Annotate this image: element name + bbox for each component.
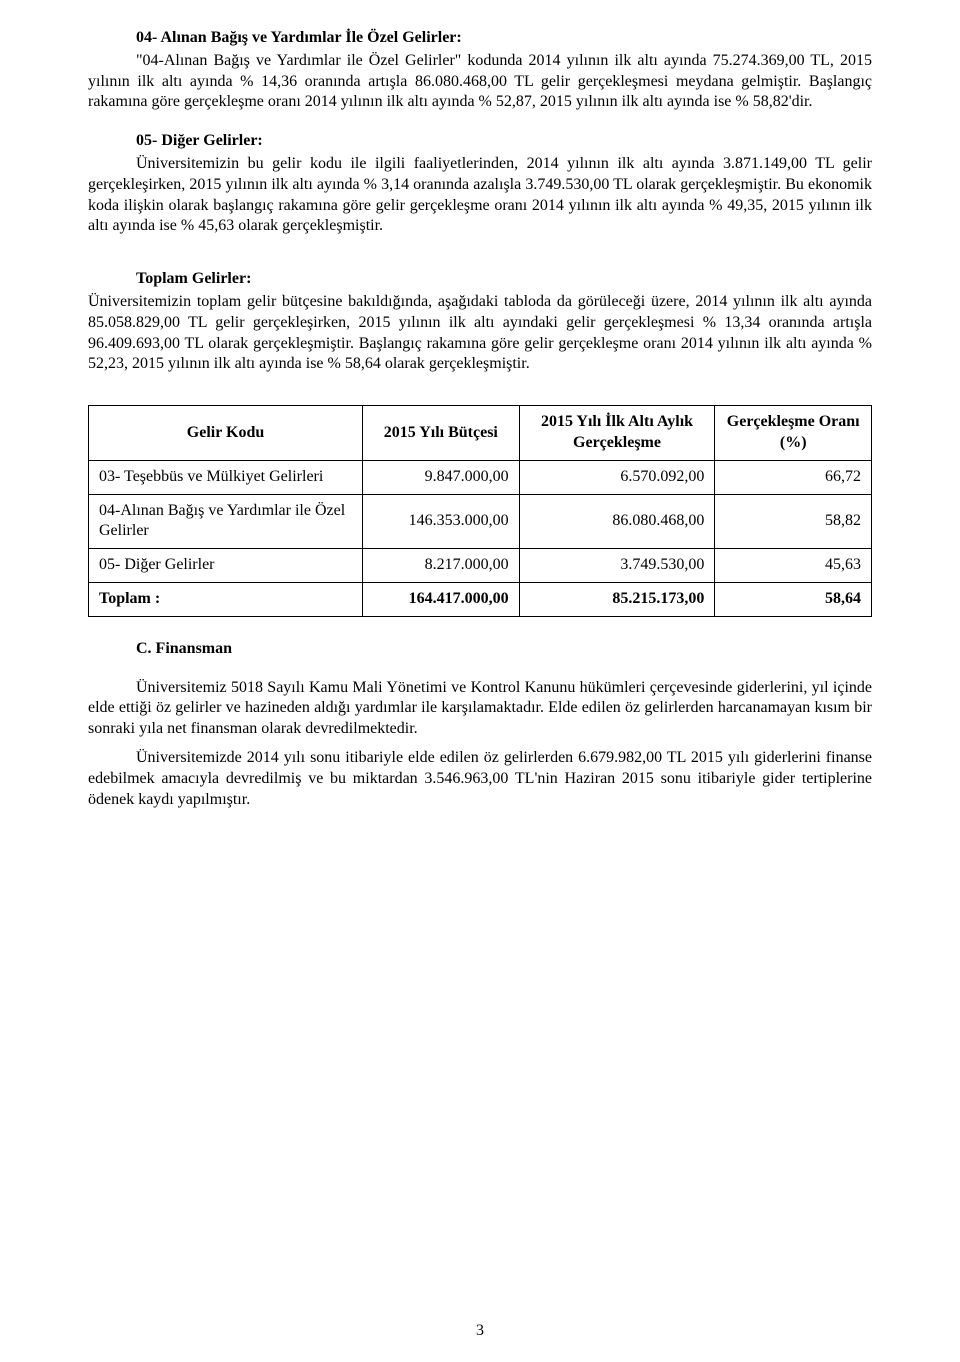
cell-ratio: 58,82 [715, 494, 872, 549]
cell-total-budget: 164.417.000,00 [363, 582, 520, 616]
section-c-paragraph-2: Üniversitemizde 2014 yılı sonu itibariyl… [88, 748, 872, 810]
document-page: 04- Alınan Bağış ve Yardımlar İle Özel G… [0, 0, 960, 1362]
table-row: 04-Alınan Bağış ve Yardımlar ile Özel Ge… [89, 494, 872, 549]
cell-budget: 146.353.000,00 [363, 494, 520, 549]
col-header-ratio: Gerçekleşme Oranı (%) [715, 406, 872, 461]
col-header-budget: 2015 Yılı Bütçesi [363, 406, 520, 461]
cell-realization: 6.570.092,00 [519, 460, 715, 494]
section-c-heading: C. Finansman [136, 639, 872, 660]
col-header-gelir-kodu: Gelir Kodu [89, 406, 363, 461]
table-row: 03- Teşebbüs ve Mülkiyet Gelirleri 9.847… [89, 460, 872, 494]
cell-total-label: Toplam : [89, 582, 363, 616]
cell-realization: 86.080.468,00 [519, 494, 715, 549]
cell-label: 05- Diğer Gelirler [89, 549, 363, 583]
table-header-row: Gelir Kodu 2015 Yılı Bütçesi 2015 Yılı İ… [89, 406, 872, 461]
section-04-paragraph: "04-Alınan Bağış ve Yardımlar ile Özel G… [88, 51, 872, 113]
cell-ratio: 66,72 [715, 460, 872, 494]
total-revenues-paragraph: Üniversitemizin toplam gelir bütçesine b… [88, 292, 872, 375]
cell-label: 03- Teşebbüs ve Mülkiyet Gelirleri [89, 460, 363, 494]
cell-realization: 3.749.530,00 [519, 549, 715, 583]
col-header-realization: 2015 Yılı İlk Altı Aylık Gerçekleşme [519, 406, 715, 461]
table-total-row: Toplam : 164.417.000,00 85.215.173,00 58… [89, 582, 872, 616]
section-05-paragraph: Üniversitemizin bu gelir kodu ile ilgili… [88, 154, 872, 237]
section-05-heading: 05- Diğer Gelirler: [88, 131, 872, 152]
revenue-table: Gelir Kodu 2015 Yılı Bütçesi 2015 Yılı İ… [88, 405, 872, 617]
cell-ratio: 45,63 [715, 549, 872, 583]
total-revenues-heading: Toplam Gelirler: [88, 269, 872, 290]
cell-budget: 9.847.000,00 [363, 460, 520, 494]
section-c-paragraph-1: Üniversitemiz 5018 Sayılı Kamu Mali Yöne… [88, 678, 872, 740]
page-number: 3 [0, 1321, 960, 1342]
table-row: 05- Diğer Gelirler 8.217.000,00 3.749.53… [89, 549, 872, 583]
cell-total-realization: 85.215.173,00 [519, 582, 715, 616]
section-04-heading: 04- Alınan Bağış ve Yardımlar İle Özel G… [88, 28, 872, 49]
cell-label: 04-Alınan Bağış ve Yardımlar ile Özel Ge… [89, 494, 363, 549]
cell-total-ratio: 58,64 [715, 582, 872, 616]
cell-budget: 8.217.000,00 [363, 549, 520, 583]
